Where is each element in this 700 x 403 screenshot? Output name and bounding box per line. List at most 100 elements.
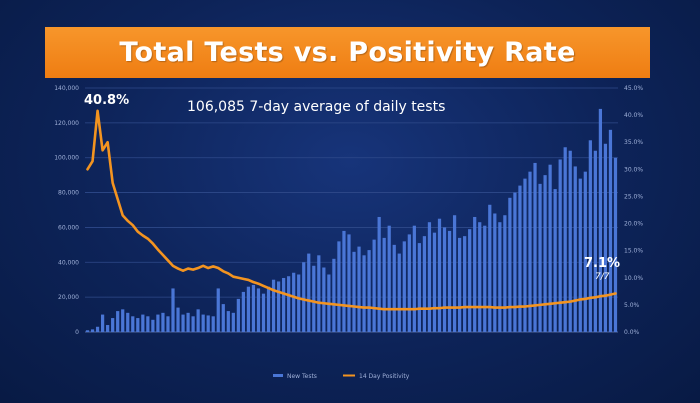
bar (111, 318, 115, 332)
right-axis-tick-label: 10.0% (624, 275, 643, 282)
bar (95, 326, 100, 332)
bar (151, 319, 155, 332)
bar (533, 162, 537, 332)
bar (171, 288, 175, 332)
latest-date-annotation: 7/7 (595, 272, 610, 282)
bar (347, 234, 351, 332)
bar (473, 216, 477, 332)
legend: New Tests 14 Day Positivity (273, 373, 410, 380)
bar (377, 216, 381, 332)
bar (287, 276, 291, 332)
chart-title: Total Tests vs. Positivity Rate (119, 37, 576, 68)
bar (458, 237, 462, 332)
left-axis-tick-label: 40,000 (58, 259, 79, 266)
bar (508, 197, 512, 332)
bar (588, 140, 592, 332)
bar (427, 222, 432, 332)
bar (352, 251, 356, 332)
bar (221, 304, 225, 332)
bar (256, 288, 261, 332)
bar (417, 243, 421, 332)
bar (603, 143, 608, 332)
bar (503, 215, 507, 332)
legend-swatch-new-tests (273, 374, 283, 377)
right-axis-tick-label: 35.0% (624, 139, 643, 146)
bar (166, 316, 170, 332)
legend-label-new-tests: New Tests (287, 373, 317, 380)
bar (553, 189, 557, 332)
bar (392, 244, 396, 332)
bar (447, 230, 452, 332)
peak-annotation: 40.8% (84, 93, 129, 108)
left-axis: 0 20,000 40,000 60,000 80,000 100,000 120,000 1… (54, 85, 79, 336)
bar (432, 232, 437, 332)
bar (382, 237, 386, 332)
left-axis-tick-label: 140,000 (54, 85, 79, 92)
right-axis-tick-label: 45.0% (624, 85, 643, 92)
bar (493, 213, 497, 332)
left-axis-tick-label: 100,000 (54, 155, 79, 162)
bar (573, 166, 577, 332)
bar (402, 241, 406, 332)
bar (422, 236, 427, 332)
bar (322, 267, 326, 332)
bar (261, 293, 266, 332)
left-axis-tick-label: 0 (75, 329, 79, 336)
bar (236, 298, 240, 332)
left-axis-tick-label: 80,000 (58, 190, 79, 197)
bar (468, 229, 472, 332)
bar (271, 279, 276, 332)
bar (191, 316, 195, 332)
bar (548, 164, 552, 332)
bar (407, 234, 411, 332)
bar (116, 311, 120, 332)
bar (226, 311, 230, 332)
new-tests-bars (85, 108, 618, 332)
bar (387, 225, 391, 332)
bar (106, 325, 110, 332)
bar (206, 315, 210, 332)
bar (367, 250, 371, 332)
bar (100, 314, 105, 332)
bar (478, 222, 482, 332)
right-axis-tick-label: 25.0% (624, 193, 643, 200)
bar (302, 262, 306, 332)
bar (85, 330, 90, 332)
bar (211, 316, 215, 332)
bar (297, 274, 301, 332)
bar (186, 312, 190, 332)
bar (251, 284, 256, 332)
bar (241, 291, 245, 332)
gridlines (85, 87, 618, 333)
bar (136, 318, 140, 332)
right-axis-tick-label: 0.0% (624, 329, 640, 336)
bar (231, 312, 235, 332)
bar (266, 286, 271, 332)
bar (282, 277, 286, 332)
bar (342, 230, 346, 332)
bar (568, 150, 572, 332)
bar (337, 241, 341, 332)
right-axis: 0.0% 5.0% 10.0% 15.0% 20.0% 25.0% 30.0% 35.0% 40… (624, 85, 643, 336)
bar (513, 192, 517, 332)
bar (121, 309, 125, 332)
bar (176, 307, 180, 332)
bar (543, 175, 547, 332)
bar (558, 159, 562, 332)
bar (156, 314, 160, 332)
bar (372, 239, 376, 332)
bar (578, 178, 582, 332)
bar (538, 183, 542, 332)
right-axis-tick-label: 40.0% (624, 112, 643, 119)
right-axis-tick-label: 5.0% (624, 302, 640, 309)
latest-value-annotation: 7.1% (584, 256, 620, 271)
right-axis-tick-label: 15.0% (624, 248, 643, 255)
left-axis-tick-label: 120,000 (54, 120, 79, 127)
bar (483, 225, 487, 332)
bar (518, 185, 522, 332)
bar (598, 108, 603, 332)
left-axis-tick-label: 60,000 (58, 224, 79, 231)
bar (317, 255, 321, 332)
right-axis-tick-label: 30.0% (624, 166, 643, 173)
